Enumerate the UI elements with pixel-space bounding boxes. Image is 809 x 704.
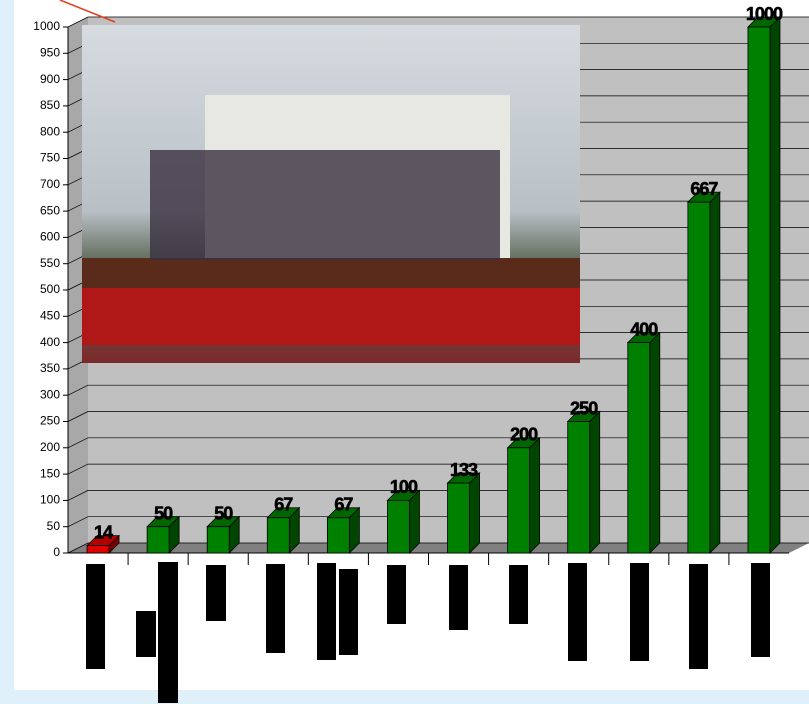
y-tick-label: 400 (40, 335, 60, 349)
y-tick-label: 300 (40, 387, 60, 401)
bar-side (409, 489, 420, 554)
grid-line (67, 411, 809, 422)
hull (82, 285, 580, 345)
value-label: 50 (214, 503, 233, 523)
value-label: 133 (450, 460, 478, 480)
bar-side (709, 191, 721, 554)
bar (747, 26, 771, 554)
value-label: 67 (334, 495, 353, 515)
bar (206, 526, 230, 554)
y-tick-label: 450 (40, 308, 60, 322)
value-label: 1000 (746, 4, 783, 24)
bar (326, 517, 350, 554)
y-tick-label: 350 (40, 361, 60, 375)
y-tick-label: 800 (40, 124, 60, 138)
bar (687, 201, 711, 554)
y-tick-label: 150 (40, 466, 60, 480)
bar-side (529, 436, 541, 554)
y-tick-label: 250 (40, 414, 60, 428)
photo (82, 25, 580, 363)
bar (86, 545, 110, 554)
bar (447, 482, 470, 554)
y-tick-label: 700 (40, 177, 60, 191)
y-tick-label: 550 (40, 256, 60, 270)
bar (146, 526, 170, 554)
y-tick-label: 0 (53, 545, 60, 559)
value-label: 667 (690, 179, 718, 199)
y-tick-label: 500 (40, 282, 60, 296)
bar (266, 517, 290, 554)
bar-side (469, 472, 480, 554)
value-label: 67 (274, 495, 293, 515)
value-label: 200 (510, 425, 538, 445)
value-label: 50 (154, 503, 173, 523)
bar (567, 421, 591, 554)
bottom-border (0, 690, 809, 704)
bar-side (769, 16, 781, 554)
value-label: 100 (390, 477, 418, 497)
y-tick-label: 1000 (33, 19, 60, 33)
value-label: 250 (570, 398, 598, 418)
pointer-line (59, 0, 116, 23)
bar (507, 447, 531, 554)
value-labels: 14 50 50 67 67 100 133 200 250 400 667 1000 (94, 3, 785, 542)
y-tick-label: 750 (40, 151, 60, 165)
y-tick-label: 650 (40, 203, 60, 217)
grid-line (67, 16, 809, 28)
value-label: 400 (630, 319, 658, 339)
people (150, 150, 500, 260)
redactions (86, 562, 770, 703)
deck (82, 258, 580, 288)
y-tick-label: 900 (40, 72, 60, 86)
y-tick-label: 100 (40, 493, 60, 507)
y-tick-label: 200 (40, 440, 60, 454)
floor (68, 543, 809, 553)
y-tick-label: 600 (40, 230, 60, 244)
left-border (0, 0, 14, 704)
bar-side (589, 410, 601, 554)
value-label: 14 (94, 522, 113, 542)
y-tick-label: 950 (40, 45, 60, 59)
grid-line (67, 384, 809, 396)
y-tick-label: 850 (40, 98, 60, 112)
bar (627, 342, 651, 554)
bar (387, 499, 410, 554)
bar-side (649, 331, 661, 554)
y-tick-label: 50 (47, 519, 61, 533)
